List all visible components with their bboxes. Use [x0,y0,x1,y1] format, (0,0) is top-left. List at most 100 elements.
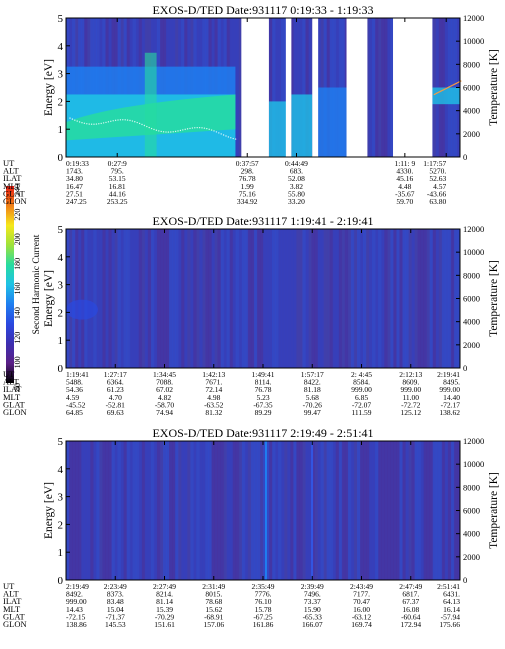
row-cell: 2:12:13 [399,370,422,379]
row-cell: 67.02 [156,385,173,394]
row-cell: 1:27:17 [104,370,127,379]
row-label: ALT [3,589,20,599]
temperature-tick-label: 0 [463,152,467,162]
row-cell: -67.35 [253,400,273,409]
row-cell: 34.80 [66,174,83,183]
energy-tick-label: 3 [58,492,64,504]
row-cell: 4.82 [158,393,171,402]
temperature-tick-label: 6000 [463,83,480,93]
row-cell: 4.59 [66,393,79,402]
energy-tick-label: 5 [58,13,64,25]
row-cell: 64.13 [443,597,460,606]
row-label: GLAT [3,399,26,409]
row-cell: 172.94 [400,620,421,629]
temperature-tick-label: 8000 [463,482,480,492]
energy-tick-label: 5 [58,224,64,236]
temperature-tick-label: 4000 [463,317,480,327]
row-cell: 2:31:49 [202,582,225,591]
row-cell: 5488. [66,378,83,387]
row-cell: -70.29 [155,612,175,621]
row-cell: 8015. [205,590,222,599]
row-cell: 999.00 [351,385,372,394]
row-cell: 8422. [304,378,321,387]
colorbar-tick-label: 200 [13,233,22,245]
row-cell: 8609. [402,378,419,387]
row-label: UT [3,369,15,379]
row-cell: 0:27:9 [108,159,127,168]
energy-tick-label: 2 [58,307,64,319]
row-label: MLT [3,392,21,402]
row-cell: 111.59 [351,408,371,417]
row-cell: 2:43:49 [350,582,373,591]
row-cell: 2:47:49 [399,582,422,591]
row-cell: 63.80 [429,197,446,206]
energy-tick-label: 4 [58,464,64,476]
row-cell: 59.70 [396,197,413,206]
data-gap [346,18,368,157]
row-cell: 8492. [66,590,83,599]
temperature-tick-label: 4000 [463,529,480,539]
row-cell: 157.06 [203,620,224,629]
row-label: ILAT [3,384,22,394]
row-cell: -45.52 [66,400,86,409]
row-cell: 69.63 [107,408,124,417]
temperature-tick-label: 10000 [463,36,484,46]
row-cell: 5.23 [256,393,269,402]
colorbar-label: Second Harmonic Current [32,234,42,334]
temperature-axis-label: Temperature [K] [488,472,500,549]
energy-tick-label: 5 [58,436,64,448]
row-cell: 54.36 [66,385,83,394]
row-label: GLAT [3,188,26,198]
temperature-tick-label: 8000 [463,270,480,280]
row-cell: 334.92 [237,197,258,206]
row-cell: 1:49:41 [252,370,275,379]
temperature-tick-label: 12000 [463,13,484,23]
energy-axis: 0 1 2 3 4 5 Energy [eV] [43,13,70,164]
row-label: UT [3,158,15,168]
row-cell: -35.67 [395,189,415,198]
row-cell: 72.14 [205,385,222,394]
row-cell: 999.00 [66,597,87,606]
temperature-tick-label: 4000 [463,106,480,116]
row-cell: 15.78 [255,605,272,614]
colorbar-tick-label: 160 [13,283,22,295]
energy-tick-label: 0 [58,575,64,587]
energy-tick-label: 0 [58,363,64,375]
row-cell: 16.14 [443,605,460,614]
row-cell: 15.04 [107,605,124,614]
row-cell: 6817. [402,590,419,599]
row-cell: 2:19:41 [437,370,460,379]
energy-tick-label: 2 [58,519,64,531]
time-ticks [65,441,461,580]
row-cell: -60.64 [401,612,421,621]
row-cell: -58.70 [155,400,175,409]
temperature-tick-label: 2000 [463,340,480,350]
row-cell: 4.57 [433,182,446,191]
row-cell: 7177. [353,590,370,599]
row-cell: 16.47 [66,182,83,191]
row-cell: 89.29 [255,408,272,417]
energy-axis: 0 1 2 3 4 5 Energy [eV] [43,224,70,375]
row-cell: 74.94 [156,408,173,417]
row-cell: 8114. [255,378,272,387]
row-label: ALT [3,166,20,176]
temperature-tick-label: 12000 [463,436,484,446]
row-cell: -72.07 [352,400,372,409]
row-cell: 14.40 [443,393,460,402]
row-cell: 1:34:45 [153,370,176,379]
row-cell: 1.99 [241,182,254,191]
row-label: MLT [3,604,21,614]
colorbar-tick-label: 140 [13,307,22,319]
energy-tick-label: 0 [58,152,64,164]
row-cell: 76.10 [255,597,272,606]
row-label: GLON [3,407,27,417]
row-cell: 5.68 [306,393,319,402]
row-cell: -68.91 [204,612,224,621]
row-cell: 64.85 [66,408,83,417]
row-cell: 298. [241,167,254,176]
row-cell: 1:57:17 [301,370,324,379]
spectrogram-panel-1: EXOS-D/TED Date:931117 0:19:33 - 1:19:33… [3,3,500,206]
data-gap [285,18,292,157]
row-cell: 151.61 [154,620,175,629]
row-cell: 99.47 [304,408,321,417]
